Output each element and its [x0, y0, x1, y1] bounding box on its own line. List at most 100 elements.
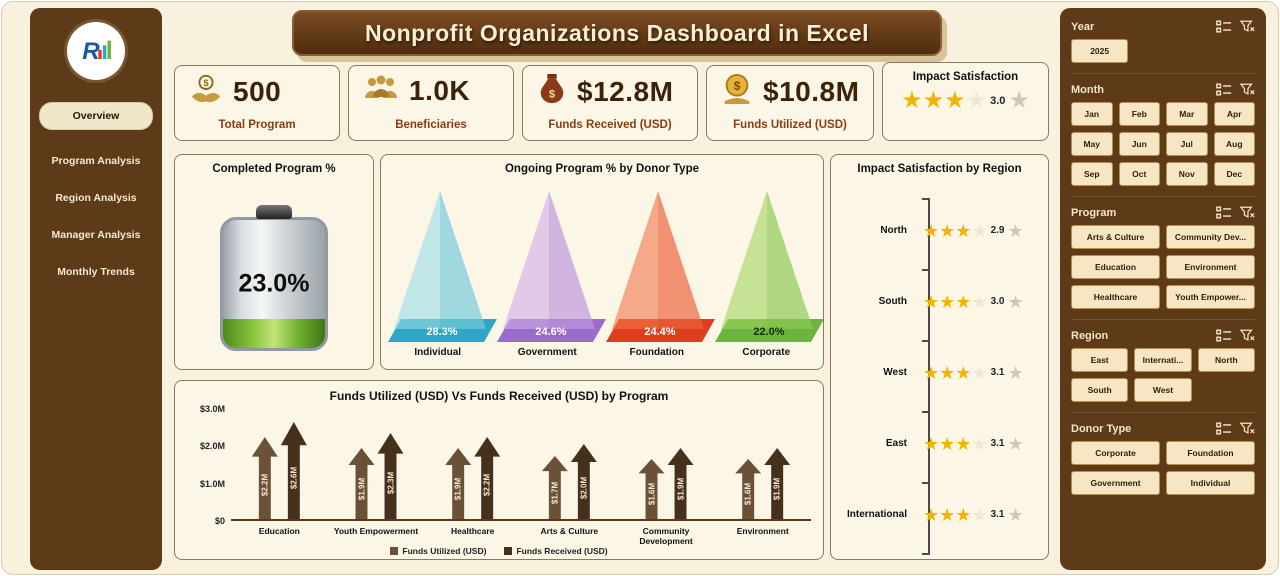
pyramid-chart: 28.3% 24.6% 24.4% 22.0%: [388, 191, 823, 342]
slicer-option-oct[interactable]: Oct: [1118, 162, 1160, 186]
x-axis-category-labels: Education Youth Empowerment Healthcare Arts…: [231, 526, 811, 547]
star-icon: ★: [955, 504, 972, 525]
slicer-option-south[interactable]: South: [1071, 378, 1129, 402]
arrow-bar-utilized: $1.6M: [735, 459, 762, 519]
clear-filter-icon[interactable]: [1240, 422, 1255, 435]
slicer-header: Donor Type: [1071, 422, 1255, 435]
slicer-option-youth-empower[interactable]: Youth Empower...: [1166, 285, 1255, 309]
bar-value-label: $1.9M: [772, 478, 782, 501]
region-satisfaction-panel: Impact Satisfaction by Region North ★ ★ ★ ★ 2…: [830, 154, 1049, 560]
slicer-option-aug[interactable]: Aug: [1213, 132, 1255, 156]
slicer-option-corporate[interactable]: Corporate: [1071, 441, 1160, 465]
funds-chart-panel: Funds Utilized (USD) Vs Funds Received (…: [174, 380, 824, 560]
slicer-option-sep[interactable]: Sep: [1071, 162, 1113, 186]
funds-chart-title: Funds Utilized (USD) Vs Funds Received (…: [329, 389, 669, 403]
beneficiaries-icon: [363, 73, 399, 108]
multiselect-icon[interactable]: [1216, 422, 1232, 435]
category-label: Environment: [736, 526, 789, 536]
impact-satisfaction-card: Impact Satisfaction ★ ★ ★ ★ 3.0 ★: [882, 62, 1049, 141]
sidebar-item-monthly-trends[interactable]: Monthly Trends: [57, 266, 135, 278]
arrow-bar-utilized: $2.2M: [251, 437, 278, 519]
hands-coins-icon: $: [189, 73, 223, 110]
battery-gauge: 23.0%: [220, 217, 328, 351]
slicer-option-dec[interactable]: Dec: [1213, 162, 1255, 186]
rating-value: 2.9: [990, 225, 1005, 236]
slicer-option-foundation[interactable]: Foundation: [1166, 441, 1255, 465]
legend-label: Funds Utilized (USD): [402, 546, 487, 556]
pyramid-category-label: Foundation: [629, 347, 684, 358]
donor-type-chart-panel: Ongoing Program % by Donor Type 28.3% 24.…: [380, 154, 824, 370]
bar-group-healthcare: $1.9M $2.2M: [424, 437, 521, 519]
donor-chart-title: Ongoing Program % by Donor Type: [504, 163, 700, 175]
svg-text:$: $: [203, 77, 209, 88]
slicer-option-healthcare[interactable]: Healthcare: [1071, 285, 1160, 309]
multiselect-icon[interactable]: [1216, 20, 1232, 33]
svg-text:$: $: [549, 88, 556, 100]
clear-filter-icon[interactable]: [1240, 329, 1255, 342]
star-icon: ★: [923, 433, 940, 454]
slicer-option-west[interactable]: West: [1134, 378, 1192, 402]
slicer-options: 2025: [1071, 39, 1255, 63]
bar-group-youth-empowerment: $1.9M $2.3M: [328, 433, 425, 519]
slicer-header: Year: [1071, 20, 1255, 33]
slicer-option-education[interactable]: Education: [1071, 255, 1160, 279]
bar-group-environment: $1.6M $1.9M: [714, 448, 811, 519]
clear-filter-icon[interactable]: [1240, 206, 1255, 219]
clear-filter-icon[interactable]: [1240, 20, 1255, 33]
category-label: Youth Empowerment: [333, 526, 419, 536]
kpi-funds-utilized: $ $10.8M Funds Utilized (USD): [706, 65, 874, 141]
slicer-option-arts-culture[interactable]: Arts & Culture: [1071, 225, 1160, 249]
slicer-option-feb[interactable]: Feb: [1118, 102, 1160, 126]
slicer-option-individual[interactable]: Individual: [1166, 471, 1255, 495]
multiselect-icon[interactable]: [1216, 329, 1232, 342]
slicer-option-2025[interactable]: 2025: [1071, 39, 1129, 63]
star-icon: ★: [944, 87, 966, 114]
multiselect-icon[interactable]: [1216, 206, 1232, 219]
slicer-option-mar[interactable]: Mar: [1166, 102, 1208, 126]
bar-value-label: $2.0M: [579, 476, 589, 499]
y-tick-label: $0: [214, 516, 225, 526]
star-icon: ★: [923, 504, 940, 525]
slicer-option-east[interactable]: East: [1071, 348, 1129, 372]
completed-program-panel: Completed Program % 23.0%: [174, 154, 374, 370]
kpi-value: 500: [233, 75, 282, 107]
slicer-sidebar: Year 2025 Month Jan Feb Mar Apr May Jun Jul Aug Sep…: [1060, 8, 1266, 570]
slicer-option-jun[interactable]: Jun: [1118, 132, 1160, 156]
slicer-option-north[interactable]: North: [1197, 348, 1255, 372]
region-label: South: [878, 296, 907, 307]
svg-text:$: $: [734, 79, 741, 93]
star-icon: ★: [955, 362, 972, 383]
sidebar-item-program-analysis[interactable]: Program Analysis: [51, 155, 141, 167]
sidebar-item-overview[interactable]: Overview: [39, 102, 153, 130]
star-icon: ★: [923, 291, 940, 312]
slicer-option-apr[interactable]: Apr: [1213, 102, 1255, 126]
sidebar-item-manager-analysis[interactable]: Manager Analysis: [51, 229, 141, 241]
slicer-option-environment[interactable]: Environment: [1166, 255, 1255, 279]
slicer-option-may[interactable]: May: [1071, 132, 1113, 156]
slicer-option-internati[interactable]: Internati...: [1134, 348, 1192, 372]
star-icon: ★: [923, 220, 940, 241]
legend-label: Funds Received (USD): [516, 546, 608, 556]
slicer-region: Region East Internati... North South West: [1071, 329, 1255, 413]
multiselect-icon[interactable]: [1216, 83, 1232, 96]
arrow-bar-received: $1.9M: [764, 448, 791, 519]
rating-value: 3.0: [990, 296, 1005, 307]
star-icon: ★: [1007, 433, 1024, 454]
arrow-bar-utilized: $1.9M: [445, 448, 472, 519]
money-bag-icon: $: [537, 73, 567, 110]
star-icon: ★: [922, 87, 945, 114]
star-icon: ★: [939, 504, 956, 525]
slicer-option-government[interactable]: Government: [1071, 471, 1160, 495]
svg-text:24.4%: 24.4%: [644, 326, 675, 338]
slicer-option-community-dev[interactable]: Community Dev...: [1166, 225, 1255, 249]
star-icon: ★: [971, 362, 988, 383]
clear-filter-icon[interactable]: [1240, 83, 1255, 96]
svg-text:24.6%: 24.6%: [535, 326, 566, 338]
kpi-label: Beneficiaries: [395, 119, 467, 131]
slicer-option-jul[interactable]: Jul: [1166, 132, 1208, 156]
slicer-option-nov[interactable]: Nov: [1166, 162, 1208, 186]
sidebar-item-region-analysis[interactable]: Region Analysis: [55, 192, 137, 204]
star-icon: ★: [939, 220, 956, 241]
slicer-option-jan[interactable]: Jan: [1071, 102, 1113, 126]
impact-card-title: Impact Satisfaction: [912, 71, 1019, 83]
